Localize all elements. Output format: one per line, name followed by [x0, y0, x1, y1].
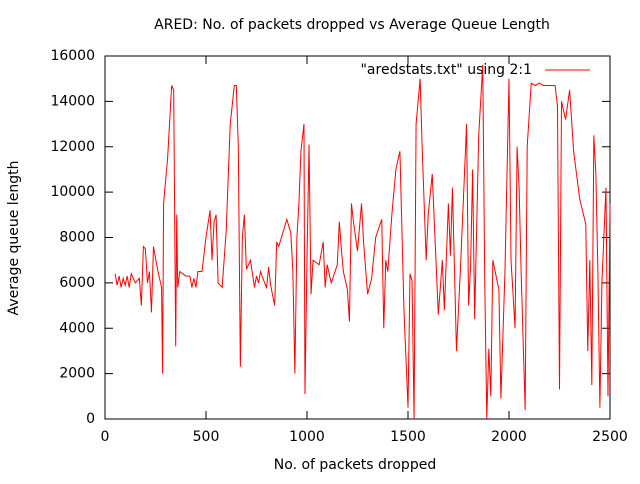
- y-tick-label: 14000: [50, 93, 95, 109]
- x-axis-label: No. of packets dropped: [274, 457, 436, 473]
- x-tick-label: 1500: [390, 429, 426, 445]
- data-line: [114, 65, 611, 420]
- x-tick-label: 500: [193, 429, 220, 445]
- y-tick-label: 16000: [50, 48, 95, 64]
- x-tick-label: 2000: [491, 429, 527, 445]
- y-tick-label: 12000: [50, 139, 95, 155]
- y-tick-label: 8000: [59, 230, 95, 246]
- x-tick-label: 1000: [289, 429, 325, 445]
- y-tick-label: 0: [86, 411, 95, 427]
- x-tick-label: 0: [101, 429, 110, 445]
- y-axis-label: Average queue length: [6, 161, 22, 316]
- x-tick-label: 2500: [592, 429, 628, 445]
- y-tick-label: 2000: [59, 366, 95, 382]
- y-tick-label: 10000: [50, 184, 95, 200]
- y-tick-label: 4000: [59, 320, 95, 336]
- chart-title: ARED: No. of packets dropped vs Average …: [154, 17, 550, 33]
- legend-label: "aredstats.txt" using 2:1: [360, 62, 532, 78]
- y-tick-label: 6000: [59, 275, 95, 291]
